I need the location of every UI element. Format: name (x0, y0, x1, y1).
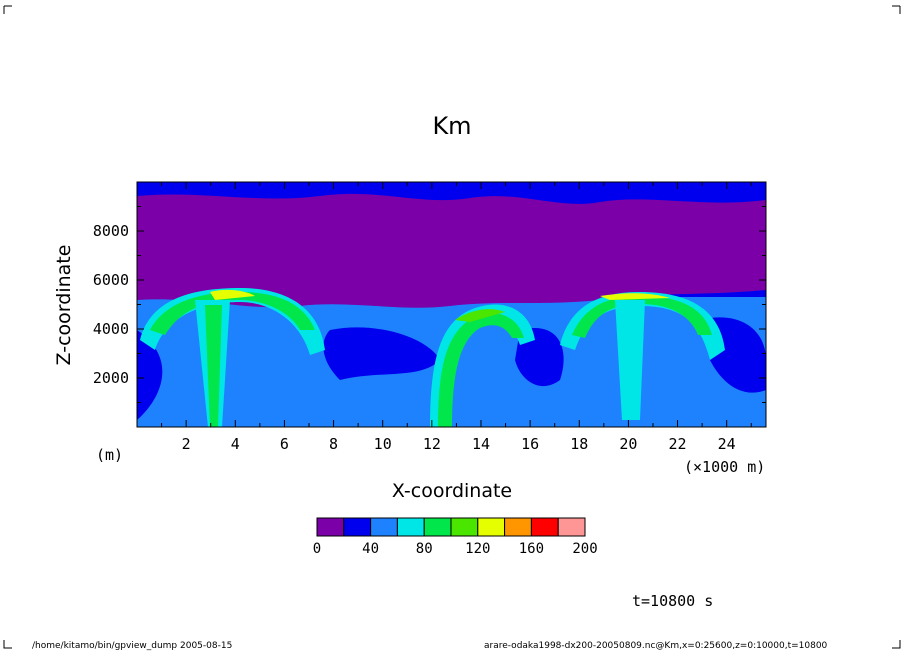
x-tick-label: 4 (231, 435, 240, 453)
y-tick-label: 8000 (93, 222, 129, 240)
colorbar-swatch (530, 517, 559, 537)
heatmap-field (137, 182, 766, 427)
plume-1-cap-green (150, 292, 315, 335)
plume-3-peak (600, 293, 670, 300)
colorbar-swatch (557, 517, 586, 537)
x-tick-label: 14 (472, 435, 490, 453)
colorbar-swatch (396, 517, 425, 537)
y-axis-label: Z-coordinate (53, 244, 75, 366)
colorbar-swatch (504, 517, 532, 537)
field-purple-band-lower (137, 230, 766, 308)
field-left-blue (137, 330, 163, 420)
colorbar-swatch (423, 517, 452, 537)
plume-2-peak (455, 309, 505, 322)
x-tick-label: 8 (329, 435, 338, 453)
axis-unit-label: (m) (96, 446, 124, 464)
x-tick-label: 22 (669, 435, 687, 453)
footer-left: /home/kitamo/bin/gpview_dump 2005-08-15 (32, 641, 233, 651)
x-tick-label: 10 (374, 435, 392, 453)
plume-2-cap-green (438, 313, 524, 427)
x-tick-label: 24 (718, 435, 736, 453)
x-scale-label: (×1000 m) (684, 458, 766, 476)
y-tick-label: 2000 (93, 369, 129, 387)
colorbar-tick-label: 160 (519, 541, 544, 557)
colorbar-tick-label: 40 (362, 541, 379, 557)
chart-title: Km (432, 112, 472, 140)
colorbar-swatch (450, 517, 479, 537)
plume-3-stem (615, 300, 645, 420)
x-tick-label: 16 (521, 435, 539, 453)
colorbar-tick-label: 120 (465, 541, 490, 557)
corner-mark-bottom-left (3, 640, 12, 649)
x-tick-label: 20 (619, 435, 637, 453)
plume-1-stem-core (205, 305, 222, 427)
colorbar: 0 40 80 120 160 200 (313, 517, 598, 557)
y-tick-label: 4000 (93, 320, 129, 338)
colorbar-tick-label: 80 (416, 541, 433, 557)
colorbar-swatch (343, 517, 372, 537)
y-tick-label: 6000 (93, 271, 129, 289)
x-tick-label: 12 (423, 435, 441, 453)
field-mid-blue-1 (323, 327, 440, 380)
time-label: t=10800 s (632, 592, 714, 610)
corner-mark-bottom-right (892, 640, 901, 649)
plume-3-cap-green (572, 296, 712, 338)
x-axis-label: X-coordinate (391, 480, 513, 502)
x-tick-label: 2 (182, 435, 191, 453)
colorbar-swatch (316, 517, 345, 537)
corner-mark-top-left (3, 5, 12, 14)
plume-1-peak (210, 289, 255, 300)
x-tick-label: 18 (570, 435, 588, 453)
colorbar-tick-label: 0 (313, 541, 321, 557)
corner-mark-top-right (892, 5, 901, 14)
footer-right: arare-odaka1998-dx200-20050809.nc@Km,x=0… (484, 641, 828, 651)
colorbar-tick-label: 200 (572, 541, 597, 557)
colorbar-swatch (477, 517, 506, 537)
colorbar-swatch (370, 517, 398, 537)
x-tick-label: 6 (280, 435, 289, 453)
